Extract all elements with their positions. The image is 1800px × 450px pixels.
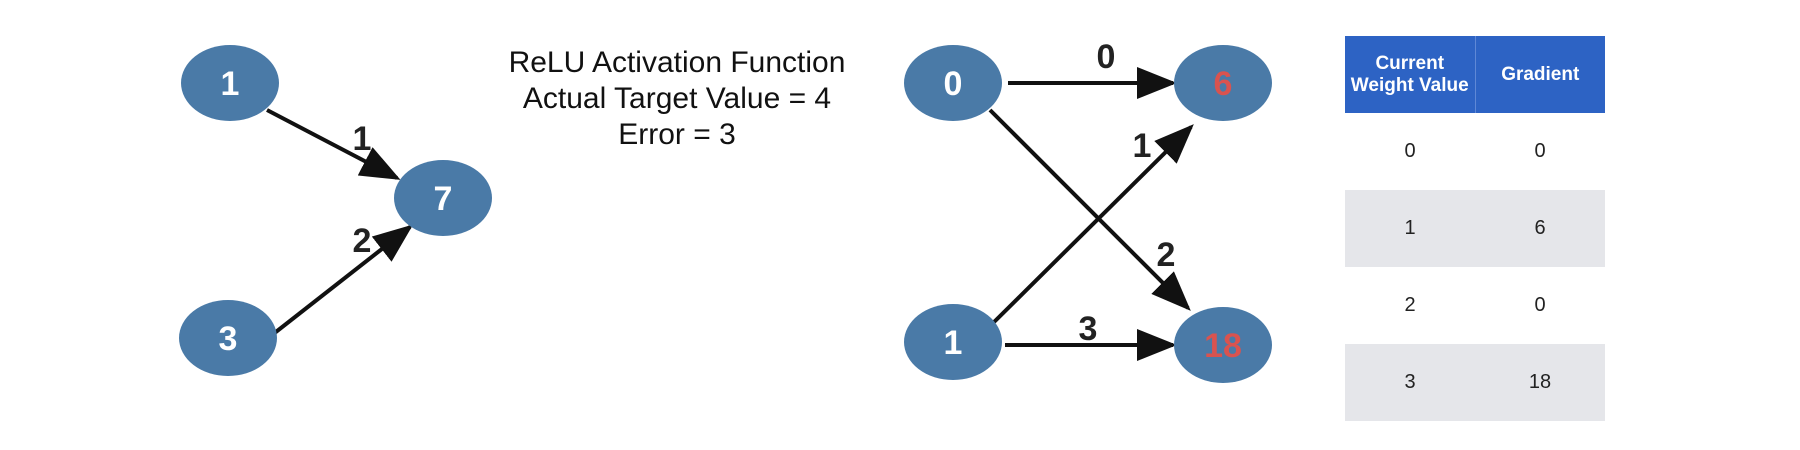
header-line: Weight Value <box>1350 74 1469 96</box>
edge-label-b-c: 1 <box>1133 127 1152 165</box>
table-row: 1 6 <box>1345 190 1605 267</box>
node-label: 1 <box>221 65 240 103</box>
edge-label-a-d: 2 <box>1157 236 1176 274</box>
gradient-cell: 18 <box>1475 344 1605 421</box>
header-current-weight: Current Weight Value <box>1345 36 1476 113</box>
right-network-nodes: 0 1 6 18 <box>904 45 1272 383</box>
node-label: 7 <box>434 180 453 218</box>
weight-cell: 2 <box>1404 294 1416 316</box>
table-row: 2 0 <box>1345 267 1605 344</box>
table-row: 0 0 <box>1345 113 1605 190</box>
right-network-edges: 0 1 2 3 <box>988 38 1194 361</box>
edge-label-a-c: 0 <box>1097 38 1116 76</box>
weight-cell: 1 <box>1345 190 1475 267</box>
node-label: 6 <box>1214 65 1233 103</box>
caption-line-error: Error = 3 <box>618 118 736 151</box>
node-hidden-1: 1 <box>904 304 1002 380</box>
node-label: 3 <box>219 320 238 358</box>
node-gradient-18: 18 <box>1174 307 1272 383</box>
weight-cell: 0 <box>1404 140 1416 162</box>
gradient-cell: 6 <box>1475 190 1605 267</box>
edge-label-b-d: 3 <box>1079 310 1098 348</box>
edge-label-in2-out: 2 <box>353 222 372 260</box>
gradient-cell: 0 <box>1534 294 1546 316</box>
node-input-1: 1 <box>181 45 279 121</box>
node-label: 1 <box>944 324 963 362</box>
caption-line-activation: ReLU Activation Function <box>509 46 846 79</box>
node-label: 18 <box>1204 327 1242 365</box>
gradient-cell: 0 <box>1534 140 1546 162</box>
node-output: 7 <box>394 160 492 236</box>
left-network-nodes: 1 3 7 <box>179 45 492 376</box>
node-label: 0 <box>944 65 963 103</box>
header-line: Gradient <box>1501 63 1580 85</box>
table-row: 3 18 <box>1345 344 1605 421</box>
weight-gradient-table: Current Weight Value Gradient 0 0 1 6 2 … <box>1345 36 1605 421</box>
edge-in1-to-out <box>266 108 401 180</box>
edge-label-in1-out: 1 <box>353 120 372 158</box>
node-gradient-6: 6 <box>1174 45 1272 121</box>
node-input-2: 3 <box>179 300 277 376</box>
table-header-row: Current Weight Value Gradient <box>1345 36 1605 113</box>
left-network-edges: 1 2 <box>266 108 414 337</box>
header-gradient: Gradient <box>1475 36 1605 113</box>
caption-line-target: Actual Target Value = 4 <box>523 82 831 115</box>
header-line: Current <box>1375 52 1445 74</box>
weight-cell: 3 <box>1345 344 1475 421</box>
edge-in2-to-out <box>270 224 414 337</box>
caption: ReLU Activation Function Actual Target V… <box>509 46 846 151</box>
node-hidden-0: 0 <box>904 45 1002 121</box>
edge-b-to-c <box>988 124 1194 328</box>
edge-a-to-d <box>988 108 1191 311</box>
